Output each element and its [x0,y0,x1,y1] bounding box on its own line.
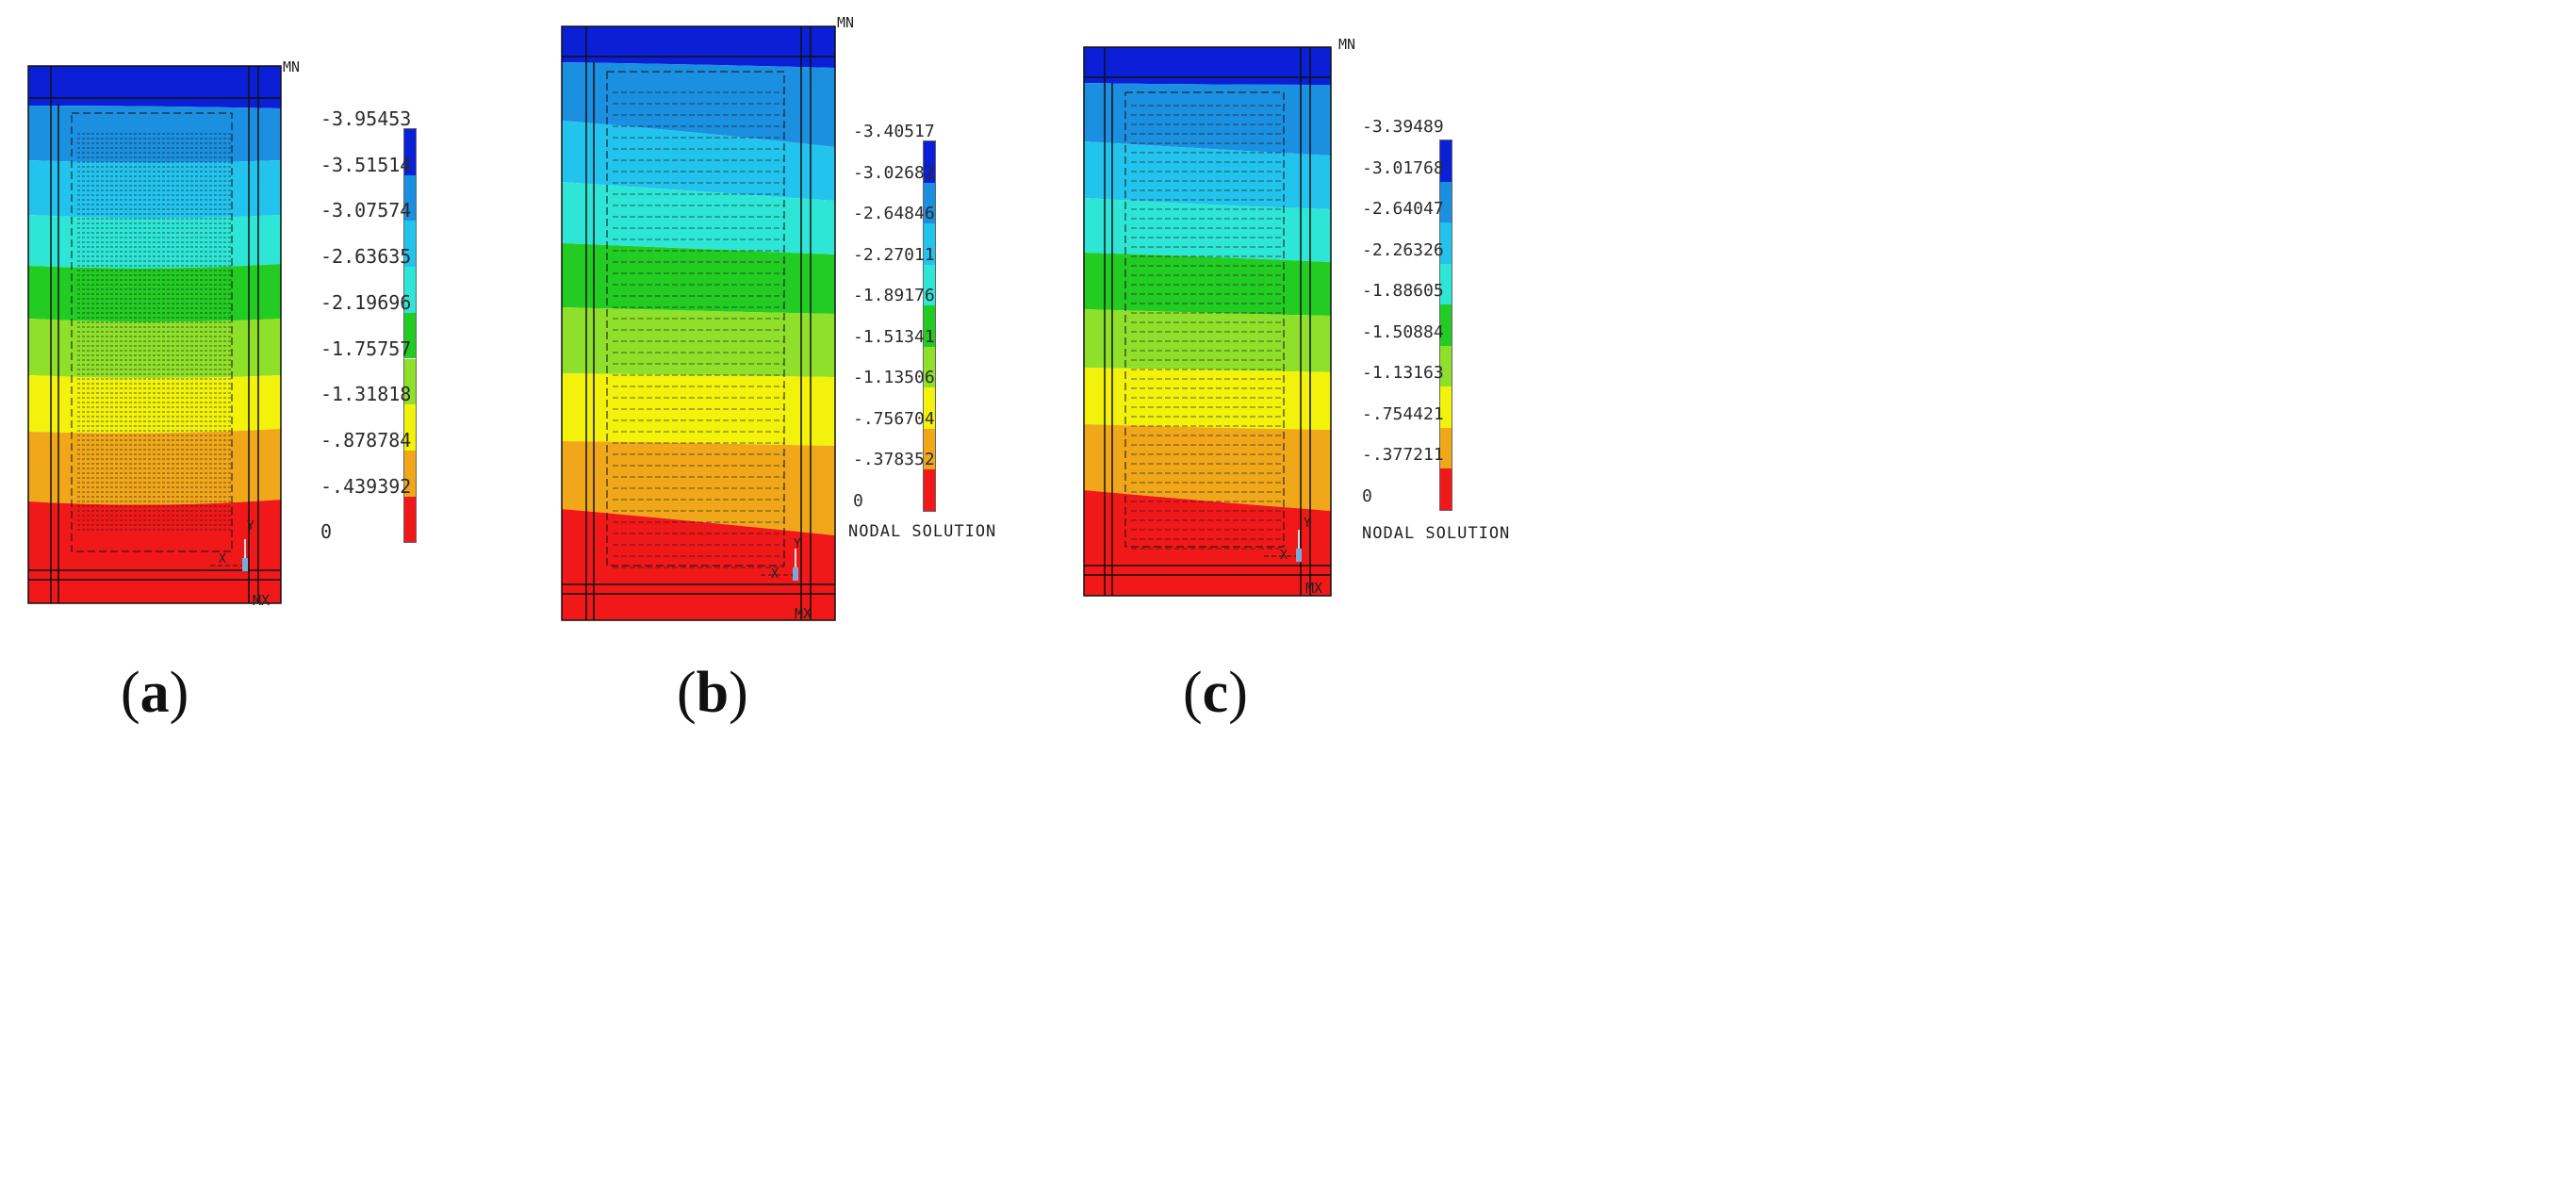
contour-band-b-5 [562,243,835,314]
axis-triad-a [207,539,248,571]
contour-band-a-6 [28,319,281,378]
legend-swatch-c-8 [1440,427,1452,468]
x-axis-label-c: X [1280,549,1288,563]
legend-swatch-c-1 [1440,140,1452,182]
caption-letter-c: c [1202,661,1229,725]
axis-z-marker-c [1296,549,1302,562]
reinforcement-lines-c [1131,105,1284,550]
legend-swatch-b-2 [924,182,935,223]
legend-swatch-c-5 [1440,304,1452,346]
legend-swatch-b-6 [924,346,935,387]
outer-frame-c [1083,46,1332,597]
structure-outline-b [561,25,836,621]
reinforcement-lines-b [613,91,784,568]
contour-band-a-1 [28,66,281,108]
contour-plot-a [27,65,282,604]
contour-band-b-1 [562,26,835,68]
contour-band-b-9 [562,509,835,620]
contour-band-c-4 [1084,198,1331,262]
caption-letter-b: b [696,661,730,725]
legend-bar-a [403,128,417,543]
legend-swatch-a-1 [404,129,416,175]
outer-frame-b [561,25,836,621]
contour-band-a-5 [28,264,281,322]
contour-band-b-7 [562,373,835,446]
nodal-solution-label-c: NODAL SOLUTION [1362,524,1511,543]
legend-swatch-b-7 [924,387,935,429]
inner-dashed-box-c [1124,91,1285,548]
legend-bar-b [923,140,936,512]
legend-swatch-c-7 [1440,386,1452,428]
legend-swatch-c-2 [1440,181,1452,222]
axis-z-marker-a [242,558,248,571]
legend-swatch-a-4 [404,267,416,313]
reinforcement-lines-a [77,133,232,531]
min-marker-c: MN [1338,36,1356,53]
legend-swatch-a-7 [404,404,416,451]
nodal-solution-label-b: NODAL SOLUTION [848,522,997,541]
caption-letter-a: a [139,661,170,725]
contour-plot-b [561,25,836,621]
x-axis-label-a: X [219,552,226,567]
legend-swatch-a-8 [404,450,416,497]
legend-swatch-b-4 [924,264,935,305]
outer-frame-a [27,65,282,604]
contour-band-c-6 [1084,309,1331,372]
legend-swatch-b-5 [924,305,935,347]
contour-band-a-4 [28,215,281,269]
structure-outline-c [1083,46,1332,597]
structure-outline-a [27,65,282,604]
contour-band-c-1 [1084,47,1331,85]
min-marker-a: MN [283,58,301,75]
contour-band-c-2 [1084,83,1331,156]
caption-c: (c) [1183,661,1248,725]
legend-bar-c [1439,140,1452,511]
legend-swatch-a-6 [404,358,416,405]
x-axis-label-b: X [771,567,779,582]
inner-dashed-box-a [71,112,233,552]
legend-swatch-b-8 [924,428,935,469]
legend-swatch-b-9 [924,469,935,511]
y-axis-label-b: Y [794,537,801,551]
contour-band-a-3 [28,160,281,219]
caption-a: (a) [121,661,189,725]
y-axis-label-c: Y [1304,517,1311,531]
legend-swatch-b-3 [924,223,935,265]
caption-b: (b) [677,661,748,725]
contour-band-c-5 [1084,253,1331,316]
contour-band-b-2 [562,62,835,147]
contour-band-a-7 [28,375,281,434]
min-marker-b: MN [837,14,855,31]
contour-band-c-9 [1084,490,1331,596]
axis-z-marker-b [793,567,798,581]
contour-band-b-6 [562,307,835,377]
max-marker-a: MX [253,592,271,609]
contour-plot-c [1083,46,1332,597]
legend-swatch-a-9 [404,496,416,543]
y-axis-label-a: Y [247,519,254,534]
contour-band-a-8 [28,429,281,505]
contour-band-a-9 [28,500,281,603]
max-marker-c: MX [1305,580,1323,597]
axis-triad-b [758,549,798,581]
legend-swatch-a-2 [404,174,416,222]
axis-triad-c [1261,530,1302,562]
contour-band-c-8 [1084,424,1331,511]
legend-swatch-a-5 [404,312,416,359]
contour-band-c-7 [1084,368,1331,430]
legend-swatch-a-3 [404,221,416,268]
legend-swatch-c-6 [1440,345,1452,386]
legend-swatch-c-3 [1440,222,1452,264]
contour-band-c-3 [1084,141,1331,209]
contour-band-b-3 [562,121,835,201]
legend-swatch-b-1 [924,141,935,183]
legend-swatch-c-4 [1440,263,1452,304]
legend-swatch-c-9 [1440,468,1452,510]
max-marker-b: MX [795,605,812,622]
contour-band-b-4 [562,182,835,255]
